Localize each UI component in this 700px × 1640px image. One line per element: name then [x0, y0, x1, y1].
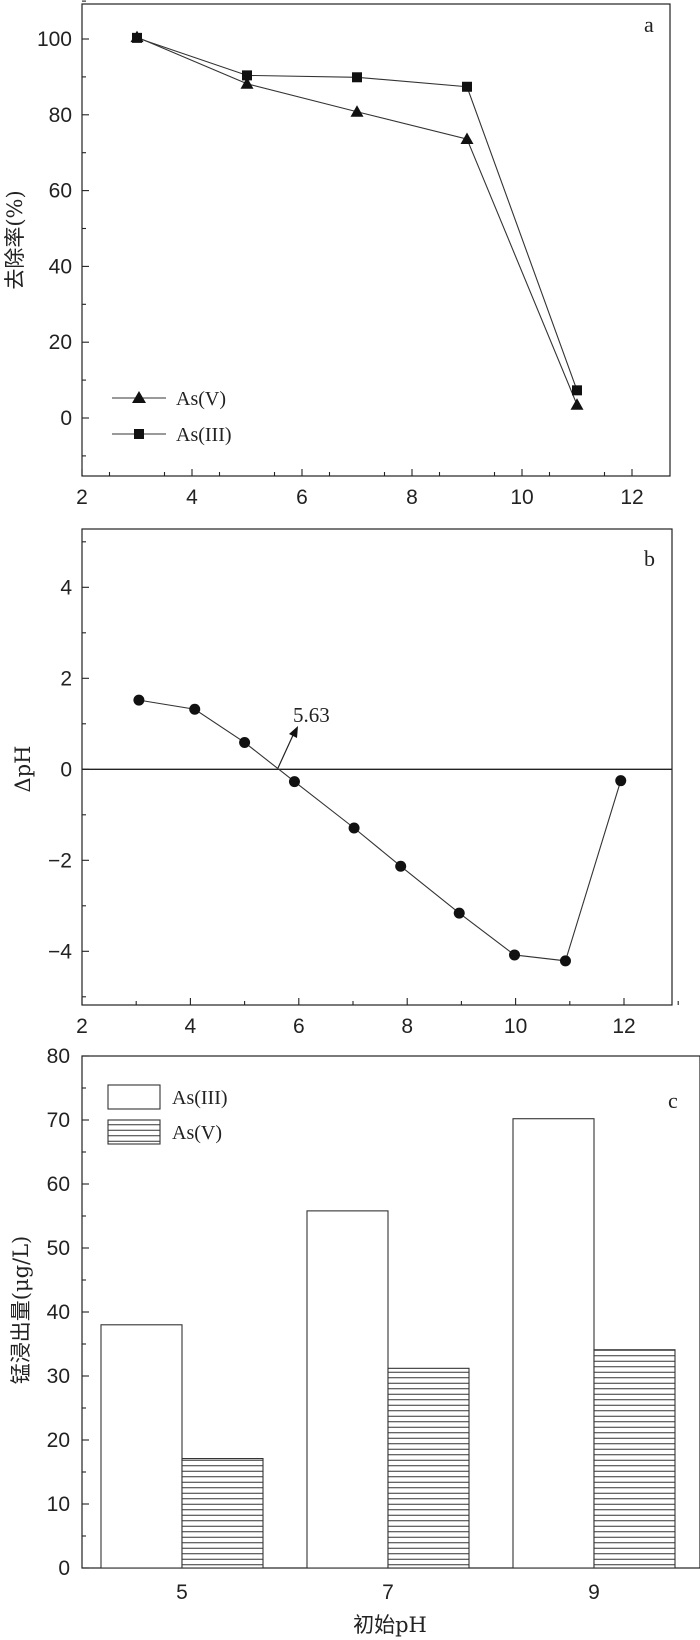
panel-b-ylabel: ΔpH — [11, 746, 35, 793]
panel-b-circle-point — [288, 776, 300, 788]
panel-a-triangle-point — [570, 398, 584, 410]
panel-b: 2 4 6 8 10 12 −4 −2 0 2 4 b ΔpH 5.63 — [11, 528, 679, 1038]
panel-c-y-tick-label: 70 — [47, 1109, 70, 1132]
panel-c-xlabel: 初始pH — [353, 1613, 427, 1637]
panel-c-x-tick-label: 5 — [176, 1581, 188, 1604]
panel-a-square-point — [132, 32, 142, 43]
panel-a: 2 4 6 8 10 12 0 20 40 60 80 100 a 去除率(%) As(V) As(I… — [3, 0, 671, 509]
panel-a-ticks: 2 4 6 8 10 12 0 20 40 60 80 100 — [37, 0, 644, 509]
panel-a-square-point — [572, 385, 582, 396]
panel-a-square-point — [242, 70, 252, 81]
panel-a-y-tick-label: 60 — [49, 180, 72, 203]
panel-a-triangle-point — [460, 132, 474, 145]
panel-a-y-tick-label: 0 — [60, 407, 72, 430]
legend-asiii-swatch — [107, 1084, 161, 1110]
panel-c-y-tick-label: 80 — [47, 1045, 70, 1068]
panel-a-legend: As(V) As(III) — [112, 388, 232, 446]
panel-b-x-tick-label: 6 — [293, 1015, 305, 1038]
panel-a-y-tick-label: 20 — [49, 331, 72, 354]
panel-b-circle-point — [239, 736, 251, 748]
annotation-arrow — [277, 732, 295, 769]
panel-c-y-tick-label: 40 — [47, 1301, 70, 1324]
panel-c: 0 10 20 30 40 50 60 70 80 5 7 9 c 锰浸出量(μg/L) 初始pH A… — [9, 1045, 700, 1637]
panel-b-x-tick-label: 4 — [185, 1015, 197, 1038]
panel-a-x-tick-label: 10 — [510, 486, 533, 509]
panel-b-series-line — [138, 699, 622, 962]
panel-a-series-line — [136, 37, 578, 391]
panel-b-y-tick-label: 0 — [60, 758, 72, 781]
panel-b-frame — [81, 528, 673, 1006]
panel-a-x-tick-label: 4 — [186, 486, 198, 509]
panel-a-ylabel: 去除率(%) — [3, 190, 27, 289]
panel-c-x-tick-label: 7 — [382, 1581, 394, 1604]
panel-c-y-tick-label: 0 — [58, 1557, 70, 1580]
panel-c-ylabel: 锰浸出量(μg/L) — [9, 1236, 33, 1385]
legend-asiii-label: As(III) — [176, 424, 232, 446]
bar-asv — [181, 1458, 264, 1569]
panel-a-x-tick-label: 8 — [406, 486, 418, 509]
bar-asv — [593, 1349, 676, 1569]
panel-a-series-line — [136, 36, 578, 405]
panel-a-y-tick-label: 100 — [37, 28, 72, 51]
bar-asiii — [512, 1118, 595, 1569]
panel-b-y-tick-label: −4 — [48, 940, 72, 963]
panel-a-series — [130, 30, 584, 410]
panel-c-y-tick-label: 10 — [47, 1493, 70, 1516]
panel-b-y-tick-label: −2 — [48, 849, 72, 872]
panel-c-legend: As(III) As(V) — [107, 1084, 228, 1145]
legend-asiii-bar-label: As(III) — [172, 1087, 228, 1109]
legend-asiii-square-icon — [134, 429, 144, 439]
panel-c-label: c — [668, 1088, 678, 1113]
legend-asv-triangle-icon — [132, 391, 146, 403]
panel-b-circle-point — [189, 703, 201, 715]
panel-a-y-tick-label: 80 — [49, 104, 72, 127]
panel-b-x-tick-label: 10 — [504, 1015, 527, 1038]
panel-b-circle-point — [348, 822, 360, 834]
panel-a-square-point — [462, 81, 472, 92]
bar-asiii — [306, 1210, 389, 1569]
panel-c-bars — [100, 1118, 676, 1569]
panel-c-x-tick-label: 9 — [588, 1581, 600, 1604]
panel-c-y-tick-label: 50 — [47, 1237, 70, 1260]
annotation-label: 5.63 — [293, 703, 330, 727]
panel-c-y-tick-label: 60 — [47, 1173, 70, 1196]
panel-c-y-tick-label: 20 — [47, 1429, 70, 1452]
panel-b-x-tick-label: 2 — [76, 1015, 88, 1038]
legend-asv-swatch — [107, 1119, 161, 1145]
panel-a-y-tick-label: 40 — [49, 255, 72, 278]
panel-a-square-point — [352, 72, 362, 83]
panel-b-circle-point — [133, 694, 145, 706]
panel-b-annotation: 5.63 — [277, 703, 330, 769]
annotation-arrowhead-icon — [289, 726, 298, 738]
bar-asv — [387, 1367, 470, 1569]
panel-b-x-tick-label: 8 — [401, 1015, 413, 1038]
panel-a-x-tick-label: 6 — [296, 486, 308, 509]
panel-c-ticks: 0 10 20 30 40 50 60 70 80 5 7 9 — [47, 1045, 600, 1604]
panel-a-frame — [81, 3, 671, 477]
panel-b-series — [133, 694, 627, 967]
panel-a-x-tick-label: 12 — [620, 486, 643, 509]
panel-b-circle-point — [453, 907, 465, 919]
panel-b-y-tick-label: 4 — [60, 576, 72, 599]
legend-asv-label: As(V) — [176, 388, 226, 410]
panel-b-ticks: 2 4 6 8 10 12 −4 −2 0 2 4 — [48, 541, 679, 1038]
panel-c-y-tick-label: 30 — [47, 1365, 70, 1388]
panel-a-triangle-point — [350, 105, 364, 117]
panel-a-triangle-point — [240, 77, 254, 89]
panel-b-label: b — [644, 546, 655, 571]
panel-b-y-tick-label: 2 — [60, 667, 72, 690]
panel-a-x-tick-label: 2 — [76, 486, 88, 509]
legend-asv-bar-label: As(V) — [172, 1122, 222, 1144]
panel-b-x-tick-label: 12 — [612, 1015, 635, 1038]
panel-b-circle-point — [395, 860, 407, 872]
panel-b-circle-point — [509, 949, 521, 961]
bar-asiii — [100, 1324, 183, 1569]
panel-b-circle-point — [559, 955, 571, 967]
panel-a-label: a — [644, 12, 654, 37]
panel-b-circle-point — [615, 775, 627, 787]
